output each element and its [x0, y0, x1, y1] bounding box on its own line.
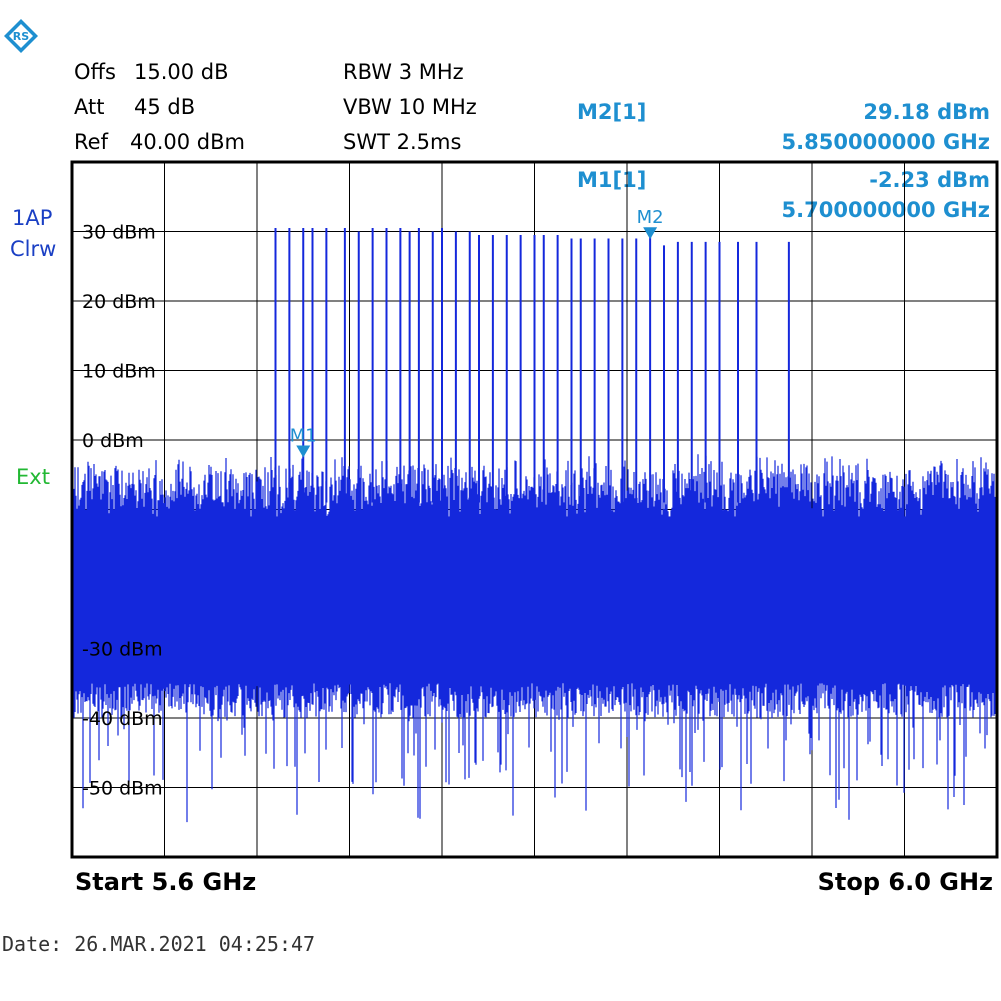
- attenuation-label: Att: [74, 95, 105, 119]
- trace-mode-label: Clrw: [10, 237, 57, 261]
- reference-label: Ref: [74, 130, 108, 154]
- sweep-time-setting: SWT 2.5ms: [343, 130, 462, 154]
- y-tick-label: -30 dBm: [82, 639, 163, 661]
- noise-floor-band: [74, 516, 995, 677]
- y-tick-labels: 30 dBm 20 dBm 10 dBm 0 dBm -30 dBm -40 dBm -50…: [82, 222, 163, 800]
- start-frequency: Start 5.6 GHz: [75, 868, 257, 896]
- reference-value: 40.00 dBm: [130, 130, 245, 154]
- marker-m2-level: 29.18 dBm: [863, 100, 990, 124]
- marker-m1-icon: [296, 445, 311, 458]
- marker-m2-tag: M2: [637, 207, 664, 228]
- svg-text:RS: RS: [13, 30, 29, 43]
- rohde-schwarz-logo-icon: RS: [4, 19, 38, 53]
- y-tick-label: 30 dBm: [82, 222, 156, 244]
- marker-m2-label: M2[1]: [577, 100, 647, 124]
- y-tick-label: -50 dBm: [82, 778, 163, 800]
- marker-m1-level: -2.23 dBm: [869, 168, 990, 192]
- y-tick-label: 0 dBm: [82, 430, 144, 452]
- spectrum-trace: [73, 228, 996, 823]
- capture-date: Date: 26.MAR.2021 04:25:47: [2, 932, 316, 956]
- attenuation-value: 45 dB: [134, 95, 196, 119]
- marker-m1-frequency: 5.700000000 GHz: [781, 198, 990, 222]
- trace-markers: M1 M2: [290, 207, 664, 458]
- marker-m1-tag: M1: [290, 425, 317, 446]
- y-tick-label: 10 dBm: [82, 361, 156, 383]
- offset-label: Offs: [74, 60, 116, 84]
- rbw-setting: RBW 3 MHz: [343, 60, 464, 84]
- y-tick-label: -40 dBm: [82, 708, 163, 730]
- vbw-setting: VBW 10 MHz: [343, 95, 477, 119]
- plot-frame: [70, 160, 999, 859]
- marker-m1-label: M1[1]: [577, 168, 647, 192]
- marker-m2-icon: [643, 227, 658, 240]
- marker-m2-frequency: 5.850000000 GHz: [781, 130, 990, 154]
- offset-value: 15.00 dB: [134, 60, 229, 84]
- stop-frequency: Stop 6.0 GHz: [817, 868, 993, 896]
- trace-detector-label: 1AP: [12, 206, 53, 230]
- external-reference-label: Ext: [16, 465, 50, 489]
- y-tick-label: 20 dBm: [82, 291, 156, 313]
